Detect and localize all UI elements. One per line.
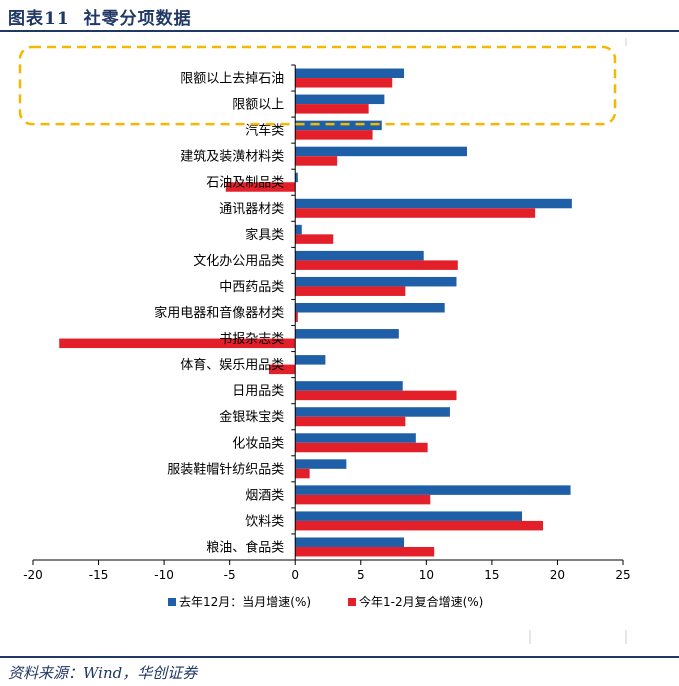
category-label: 烟酒类 [245, 488, 284, 503]
bar-janfeb-7 [295, 260, 458, 270]
category-label: 体育、娱乐用品类 [180, 357, 284, 373]
legend-swatch-0 [168, 598, 176, 606]
bar-dec-12 [295, 381, 403, 391]
category-label: 服装鞋帽针纺织品类 [167, 461, 284, 477]
bar-dec-13 [295, 407, 450, 417]
x-tick-label: 10 [419, 568, 434, 582]
legend-label-1: 今年1-2月复合增速(%) [359, 594, 483, 609]
bar-dec-15 [295, 459, 347, 469]
bar-janfeb-6 [295, 234, 334, 244]
bar-dec-6 [295, 224, 302, 235]
figure-title: 图表11 社零分项数据 [8, 4, 192, 29]
category-label: 文化办公用品类 [193, 254, 284, 269]
bar-janfeb-14 [295, 442, 428, 453]
bar-janfeb-15 [295, 468, 310, 479]
bar-janfeb-8 [295, 286, 406, 296]
bar-dec-1 [295, 94, 385, 105]
bar-dec-3 [295, 146, 467, 157]
category-label: 家具类 [245, 227, 284, 243]
category-label: 石油及制品类 [206, 176, 284, 191]
bar-janfeb-16 [295, 494, 431, 505]
bar-janfeb-10 [59, 338, 296, 349]
source-note: 资料来源：Wind，华创证券 [8, 664, 198, 682]
bar-dec-11 [295, 355, 326, 365]
figure-title-text: 社零分项数据 [83, 9, 192, 29]
bar-dec-4 [295, 172, 298, 183]
figure-number: 图表11 [8, 9, 70, 29]
bar-janfeb-0 [295, 78, 393, 88]
bar-janfeb-18 [295, 546, 435, 557]
bar-janfeb-1 [295, 104, 369, 114]
bar-janfeb-5 [295, 208, 536, 218]
bar-dec-7 [295, 250, 424, 261]
x-tick-label: 0 [291, 568, 299, 582]
bar-janfeb-3 [295, 156, 338, 166]
bottom-rule [0, 656, 679, 658]
category-label: 汽车类 [245, 123, 284, 139]
bar-janfeb-13 [295, 416, 406, 427]
highlight-box [18, 45, 617, 126]
legend-swatch-1 [348, 598, 356, 606]
bar-dec-10 [295, 329, 399, 339]
category-label: 金银珠宝类 [219, 409, 284, 425]
bar-janfeb-4 [225, 182, 296, 192]
bar-dec-18 [295, 537, 405, 547]
x-tick-label: -20 [23, 568, 43, 582]
bar-janfeb-11 [269, 364, 296, 375]
category-label: 书报杂志类 [219, 332, 284, 347]
category-label: 中西药品类 [219, 280, 284, 295]
bar-dec-5 [295, 198, 572, 209]
category-label: 饮料类 [245, 514, 284, 529]
bar-dec-0 [295, 68, 405, 79]
category-label: 建筑及装潢材料类 [180, 149, 284, 165]
x-tick-label: -5 [224, 568, 236, 582]
bar-janfeb-12 [295, 390, 457, 401]
bar-janfeb-9 [295, 312, 298, 322]
category-label: 限额以上去掉石油 [180, 72, 284, 87]
bar-dec-16 [295, 485, 571, 495]
bar-dec-2 [295, 120, 382, 131]
x-tick-label: -15 [89, 568, 109, 582]
x-tick-label: -10 [154, 568, 174, 582]
category-label: 通讯器材类 [219, 202, 284, 217]
category-label: 粮油、食品类 [206, 539, 284, 555]
x-tick-label: 25 [615, 568, 630, 582]
bar-dec-17 [295, 511, 523, 521]
legend-label-0: 去年12月：当月增速(%) [179, 595, 311, 609]
bar-janfeb-17 [295, 520, 544, 531]
bar-dec-8 [295, 276, 457, 287]
category-label: 化妆品类 [232, 436, 284, 451]
bar-dec-14 [295, 433, 416, 443]
category-label: 家用电器和音像器材类 [154, 305, 284, 321]
x-tick-label: 5 [357, 568, 365, 582]
category-label: 日用品类 [232, 384, 284, 399]
x-tick-label: 20 [550, 568, 565, 582]
bar-janfeb-2 [295, 130, 373, 140]
category-label: 限额以上 [232, 98, 284, 113]
top-rule [0, 30, 679, 32]
x-tick-label: 15 [484, 568, 499, 582]
bar-dec-9 [295, 303, 445, 313]
